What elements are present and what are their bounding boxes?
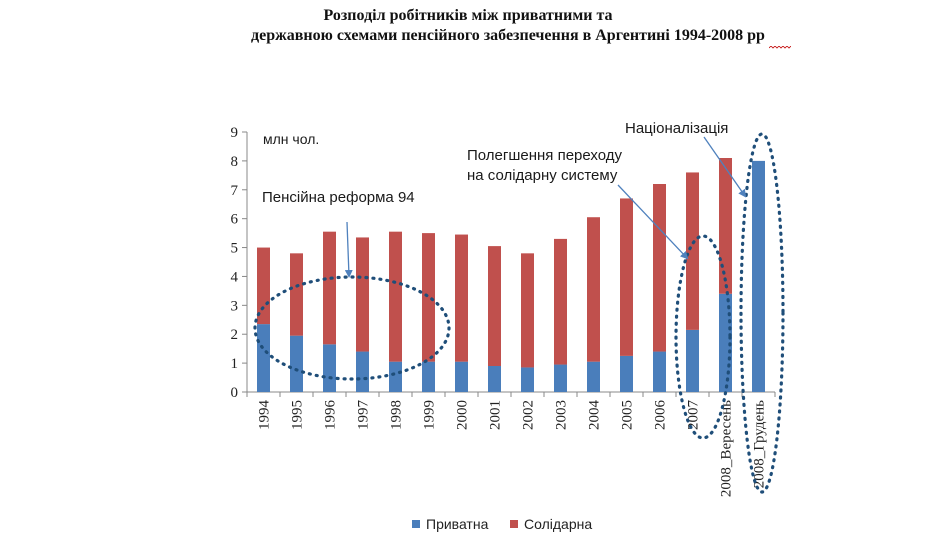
bar-segment-solidary	[554, 238, 567, 365]
bar-segment-solidary	[620, 198, 633, 356]
x-tick-label: 2003	[554, 400, 570, 430]
x-tick-label: 1996	[323, 400, 339, 431]
y-tick-label: 0	[231, 385, 239, 401]
bars	[257, 158, 765, 392]
bar-segment-private	[323, 344, 336, 392]
bar-segment-private	[686, 329, 699, 392]
y-tick-label: 3	[231, 298, 239, 314]
x-tick-label: 2008_Грудень	[752, 400, 768, 488]
nationalization-arrow	[703, 136, 747, 198]
y-tick-label: 1	[231, 356, 239, 372]
nationalization-annotation: Націоналізація	[625, 120, 729, 137]
transition-annotation-line2: на солідарну систему	[467, 167, 618, 184]
bar-segment-private	[521, 367, 534, 392]
x-tick-label: 1998	[389, 400, 405, 430]
x-tick-label: 2004	[587, 400, 603, 431]
y-tick-label: 4	[231, 269, 239, 285]
x-tick-label: 2006	[653, 400, 669, 431]
transition-highlight-ellipse	[674, 234, 732, 440]
bar-segment-private	[554, 364, 567, 392]
bar-segment-private	[455, 361, 468, 392]
legend-item-private: Приватна	[412, 516, 488, 532]
x-tick-label: 1999	[422, 400, 438, 430]
x-tick-label: 2001	[488, 400, 504, 430]
bar-segment-solidary	[323, 231, 336, 345]
legend-item-solidary: Солідарна	[510, 516, 592, 532]
bar-segment-private	[257, 324, 270, 392]
bar-segment-private	[587, 361, 600, 392]
bar-segment-solidary	[356, 237, 369, 352]
bar-segment-solidary	[290, 253, 303, 336]
bar-segment-solidary	[422, 233, 435, 362]
reform-annotation: Пенсійна реформа 94	[262, 189, 415, 206]
x-tick-label: 1994	[257, 400, 273, 431]
bar-segment-private	[356, 351, 369, 392]
bar-segment-solidary	[653, 184, 666, 352]
bar-segment-private	[389, 361, 402, 392]
annotation-overlays	[253, 132, 785, 494]
bar-segment-solidary	[587, 217, 600, 362]
nationalization-highlight-ellipse	[739, 132, 785, 494]
bar-segment-solidary	[521, 253, 534, 368]
legend-swatch-private	[412, 520, 420, 528]
bar-segment-solidary	[686, 172, 699, 330]
bar-segment-solidary	[719, 158, 732, 294]
y-tick-label: 5	[231, 241, 239, 257]
x-tick-label: 2000	[455, 400, 471, 430]
bar-segment-solidary	[389, 231, 402, 362]
legend-swatch-solidary	[510, 520, 518, 528]
legend-label-private: Приватна	[426, 516, 489, 532]
bar-segment-private	[620, 355, 633, 392]
y-tick-label: 2	[231, 327, 239, 343]
x-tick-label: 1997	[356, 400, 372, 431]
transition-arrow	[617, 184, 689, 260]
y-tick-label: 6	[231, 212, 239, 228]
legend-label-solidary: Солідарна	[524, 516, 593, 532]
bar-segment-private	[653, 351, 666, 392]
x-tick-label: 2007	[686, 400, 702, 431]
spellcheck-underline	[769, 46, 791, 49]
bar-segment-private	[488, 366, 501, 392]
unit-label: млн чол.	[263, 131, 320, 147]
x-tick-label: 2008_Вересень	[719, 400, 735, 497]
x-tick-label: 2005	[620, 400, 636, 430]
bar-segment-solidary	[455, 234, 468, 362]
x-tick-label: 1995	[290, 400, 306, 430]
transition-annotation-line1: Полегшення переходу	[467, 147, 623, 164]
bar-segment-private	[290, 335, 303, 392]
reform-arrow	[344, 221, 353, 278]
y-tick-label: 9	[231, 125, 239, 141]
bar-segment-private	[752, 160, 765, 392]
bar-segment-solidary	[488, 246, 501, 366]
chart-title-line2: державною схемами пенсійного забезпеченн…	[251, 27, 765, 44]
y-tick-label: 7	[231, 183, 239, 199]
bar-segment-private	[422, 361, 435, 392]
chart-title-line1: Розподіл робітників між приватними та	[323, 7, 613, 24]
reform-highlight-ellipse	[253, 275, 451, 381]
x-tick-labels: 1994 1995 1996 1997 1998 1999 2000 2001 2002 2003…	[257, 400, 768, 498]
y-tick-label: 8	[231, 154, 239, 170]
x-tick-label: 2002	[521, 400, 537, 430]
